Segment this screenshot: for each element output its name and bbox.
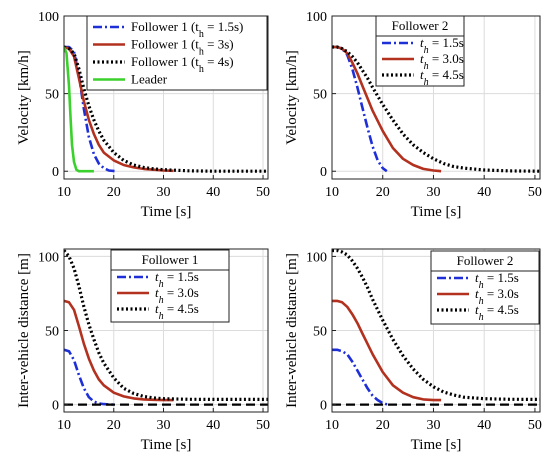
x-tick-label: 20 xyxy=(376,185,390,200)
legend-label: Leader xyxy=(131,72,168,87)
x-tick-label: 40 xyxy=(477,185,491,200)
x-tick-label: 10 xyxy=(325,185,339,200)
chart-panel-3: 10 20 30 40 50 0 50 100 Time [s] Inter-vehicle di… xyxy=(16,248,270,453)
y-tick-label: 0 xyxy=(52,399,59,414)
legend-label: th = 4.5s xyxy=(420,67,464,88)
series-line-3 xyxy=(332,249,540,401)
x-axis-label: Time [s] xyxy=(141,437,192,453)
y-axis-label: Inter-vehicle distance [m] xyxy=(16,253,32,408)
x-axis-label: Time [s] xyxy=(141,204,192,220)
y-tick-label: 100 xyxy=(38,250,59,265)
y-tick-label: 50 xyxy=(45,88,59,103)
legend-box xyxy=(430,250,540,325)
x-tick-label: 10 xyxy=(57,418,71,433)
x-tick-label: 30 xyxy=(157,418,171,433)
x-axis-label: Time [s] xyxy=(411,204,462,220)
legend-label: Follower 1 (th = 3s) xyxy=(131,37,234,58)
series-group xyxy=(64,249,268,406)
x-tick-label: 20 xyxy=(107,418,121,433)
y-axis-label: Velocity [km/h] xyxy=(284,50,300,145)
legend-label: th = 4.5s xyxy=(475,302,519,323)
y-axis-label: Inter-vehicle distance [m] xyxy=(284,253,300,408)
y-tick-label: 100 xyxy=(306,10,327,25)
y-tick-label: 0 xyxy=(52,165,59,180)
legend-box xyxy=(375,15,465,87)
y-tick-label: 0 xyxy=(320,399,327,414)
series-line-1 xyxy=(64,45,117,173)
series-line-3 xyxy=(64,45,268,173)
y-tick-label: 100 xyxy=(306,250,327,265)
legend-label: th = 1.5s xyxy=(475,270,519,291)
x-axis-label: Time [s] xyxy=(411,437,462,453)
x-tick-label: 50 xyxy=(528,185,542,200)
x-tick-label: 10 xyxy=(325,418,339,433)
x-tick-label: 30 xyxy=(426,185,440,200)
x-tick-label: 40 xyxy=(206,418,220,433)
series-line-2 xyxy=(332,299,442,402)
legend-box xyxy=(86,15,268,91)
y-axis-label: Velocity [km/h] xyxy=(16,50,32,145)
legend-title: Follower 2 xyxy=(392,18,449,33)
legend-label: th = 4.5s xyxy=(155,301,199,322)
series-line-1 xyxy=(64,348,114,406)
legend-title: Follower 1 xyxy=(142,252,199,267)
y-tick-label: 50 xyxy=(313,325,327,340)
legend-title: Follower 2 xyxy=(457,253,514,268)
chart-panel-2: 10 20 30 40 50 0 50 100 Time [s] Velocity [km/h] F… xyxy=(284,10,542,220)
y-tick-label: 0 xyxy=(320,165,327,180)
series-group xyxy=(332,45,540,173)
y-tick-label: 50 xyxy=(313,88,327,103)
x-tick-label: 50 xyxy=(256,185,270,200)
legend-label: Follower 1 (th = 1.5s) xyxy=(131,19,243,40)
legend-label: th = 3.0s xyxy=(475,286,519,307)
y-tick-label: 50 xyxy=(45,325,59,340)
x-tick-label: 40 xyxy=(477,418,491,433)
x-tick-label: 20 xyxy=(107,185,121,200)
legend-label: th = 1.5s xyxy=(155,269,199,290)
legend-label: Follower 1 (th = 4s) xyxy=(131,54,234,75)
x-tick-label: 50 xyxy=(256,418,270,433)
series-group xyxy=(64,45,268,173)
x-tick-label: 50 xyxy=(528,418,542,433)
chart-panel-1: 10 20 30 40 50 0 50 100 Time [s] Velocity [km/h] F… xyxy=(16,10,270,220)
series-line-2 xyxy=(64,299,174,402)
y-tick-label: 100 xyxy=(38,10,59,25)
x-tick-label: 30 xyxy=(426,418,440,433)
legend-label: th = 3.0s xyxy=(155,285,199,306)
series-line-1 xyxy=(332,348,389,406)
series-line-4 xyxy=(64,46,94,173)
x-tick-label: 10 xyxy=(57,185,71,200)
legend: Follower 1 (th = 1.5s)Follower 1 (th = 3… xyxy=(86,15,268,91)
chart-panel-4: 10 20 30 40 50 0 50 100 Time [s] Inter-vehicle di… xyxy=(284,248,542,453)
x-tick-label: 40 xyxy=(206,185,220,200)
x-tick-label: 30 xyxy=(157,185,171,200)
x-tick-label: 20 xyxy=(376,418,390,433)
series-line-3 xyxy=(332,45,540,173)
legend-label: th = 3.0s xyxy=(420,51,464,72)
legend-label: th = 1.5s xyxy=(420,35,464,56)
series-group xyxy=(332,249,540,406)
